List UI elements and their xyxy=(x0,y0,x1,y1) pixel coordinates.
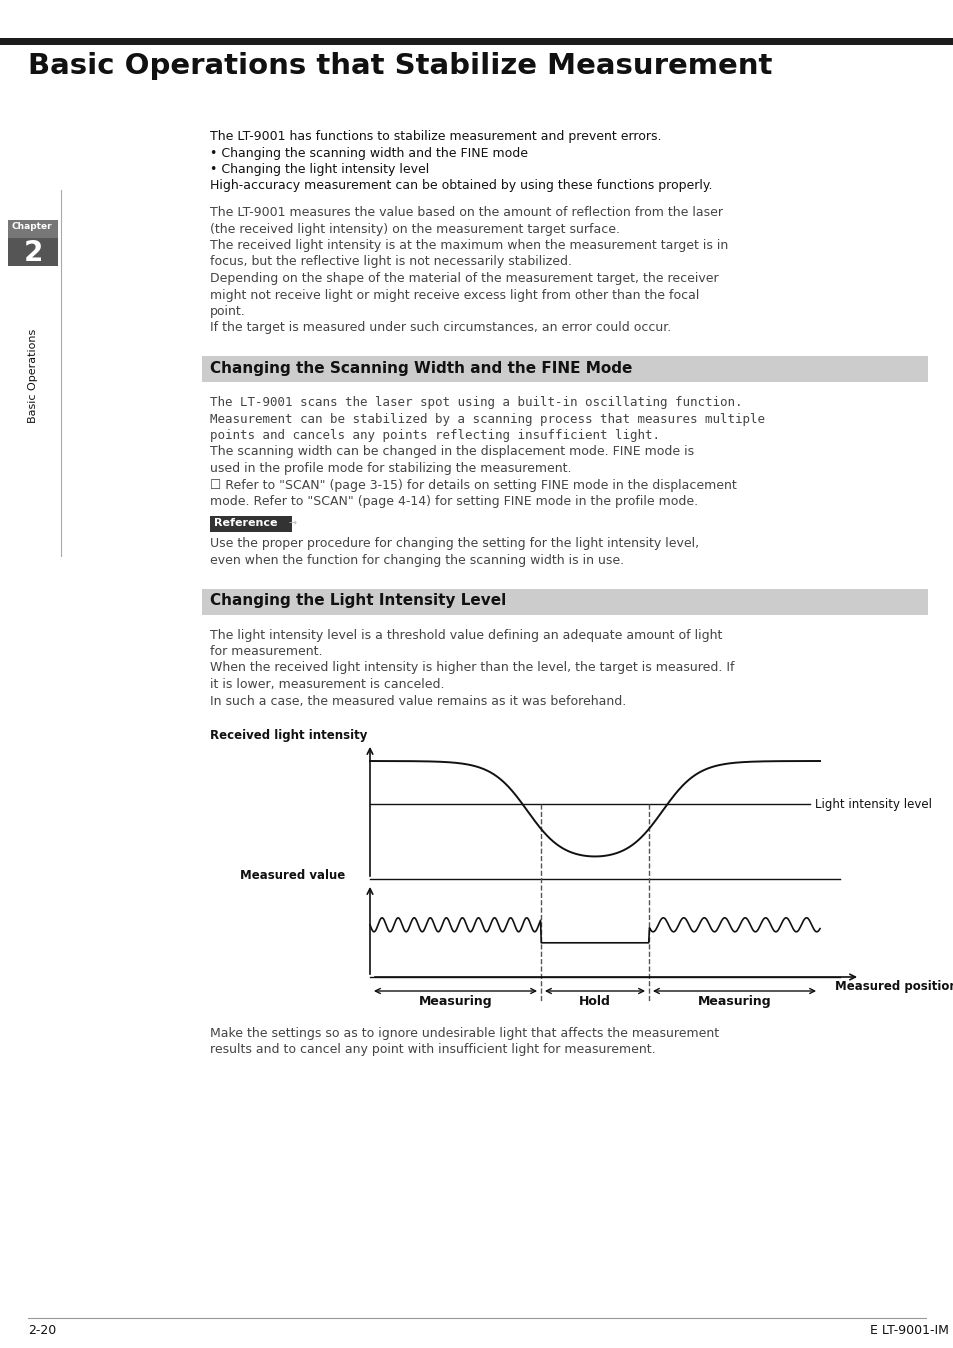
Text: results and to cancel any point with insufficient light for measurement.: results and to cancel any point with ins… xyxy=(210,1043,655,1057)
Text: • Changing the scanning width and the FINE mode: • Changing the scanning width and the FI… xyxy=(210,147,527,159)
Text: In such a case, the measured value remains as it was beforehand.: In such a case, the measured value remai… xyxy=(210,694,625,708)
Text: Hold: Hold xyxy=(578,995,610,1008)
Text: Measurement can be stabilized by a scanning process that measures multiple: Measurement can be stabilized by a scann… xyxy=(210,412,764,426)
Text: Measuring: Measuring xyxy=(418,995,492,1008)
Text: Basic Operations that Stabilize Measurement: Basic Operations that Stabilize Measurem… xyxy=(28,53,772,80)
Text: (the received light intensity) on the measurement target surface.: (the received light intensity) on the me… xyxy=(210,222,619,236)
Bar xyxy=(8,239,58,266)
Text: Changing the Scanning Width and the FINE Mode: Changing the Scanning Width and the FINE… xyxy=(210,361,632,376)
Text: The LT-9001 scans the laser spot using a built-in oscillating function.: The LT-9001 scans the laser spot using a… xyxy=(210,396,741,408)
Text: • Changing the light intensity level: • Changing the light intensity level xyxy=(210,163,429,177)
Text: used in the profile mode for stabilizing the measurement.: used in the profile mode for stabilizing… xyxy=(210,462,571,474)
Bar xyxy=(0,38,953,44)
Text: 2-20: 2-20 xyxy=(28,1324,56,1337)
Text: If the target is measured under such circumstances, an error could occur.: If the target is measured under such cir… xyxy=(210,322,671,334)
Text: Use the proper procedure for changing the setting for the light intensity level,: Use the proper procedure for changing th… xyxy=(210,538,699,550)
Text: The LT-9001 has functions to stabilize measurement and prevent errors.: The LT-9001 has functions to stabilize m… xyxy=(210,129,660,143)
Bar xyxy=(210,515,292,531)
Bar xyxy=(202,589,927,615)
Text: point.: point. xyxy=(210,305,246,318)
Text: High-accuracy measurement can be obtained by using these functions properly.: High-accuracy measurement can be obtaine… xyxy=(210,179,712,193)
Text: The received light intensity is at the maximum when the measurement target is in: The received light intensity is at the m… xyxy=(210,239,727,252)
Text: Depending on the shape of the material of the measurement target, the receiver: Depending on the shape of the material o… xyxy=(210,272,718,284)
Text: Basic Operations: Basic Operations xyxy=(28,329,38,423)
Text: ☐ Refer to "SCAN" (page 3-15) for details on setting FINE mode in the displaceme: ☐ Refer to "SCAN" (page 3-15) for detail… xyxy=(210,479,736,492)
Text: When the received light intensity is higher than the level, the target is measur: When the received light intensity is hig… xyxy=(210,662,734,674)
Text: The scanning width can be changed in the displacement mode. FINE mode is: The scanning width can be changed in the… xyxy=(210,445,694,458)
Text: E LT-9001-IM: E LT-9001-IM xyxy=(869,1324,948,1337)
Text: Make the settings so as to ignore undesirable light that affects the measurement: Make the settings so as to ignore undesi… xyxy=(210,1027,719,1041)
Text: it is lower, measurement is canceled.: it is lower, measurement is canceled. xyxy=(210,678,444,692)
Text: Measured position: Measured position xyxy=(834,980,953,993)
Text: Measuring: Measuring xyxy=(697,995,771,1008)
Bar xyxy=(8,220,58,239)
Text: for measurement.: for measurement. xyxy=(210,644,322,658)
Text: Reference: Reference xyxy=(213,519,277,528)
Text: even when the function for changing the scanning width is in use.: even when the function for changing the … xyxy=(210,554,623,568)
Text: Measured value: Measured value xyxy=(240,869,345,882)
Text: →: → xyxy=(289,519,296,528)
Text: points and cancels any points reflecting insufficient light.: points and cancels any points reflecting… xyxy=(210,429,659,442)
Text: Changing the Light Intensity Level: Changing the Light Intensity Level xyxy=(210,593,506,608)
Text: Light intensity level: Light intensity level xyxy=(814,798,931,811)
Bar xyxy=(202,356,927,381)
Text: Chapter: Chapter xyxy=(12,222,52,231)
Text: The LT-9001 measures the value based on the amount of reflection from the laser: The LT-9001 measures the value based on … xyxy=(210,206,722,218)
Text: 2: 2 xyxy=(23,239,43,267)
Text: Received light intensity: Received light intensity xyxy=(210,729,367,741)
Text: mode. Refer to "SCAN" (page 4-14) for setting FINE mode in the profile mode.: mode. Refer to "SCAN" (page 4-14) for se… xyxy=(210,495,698,508)
Text: focus, but the reflective light is not necessarily stabilized.: focus, but the reflective light is not n… xyxy=(210,256,572,268)
Text: The light intensity level is a threshold value defining an adequate amount of li: The light intensity level is a threshold… xyxy=(210,628,721,642)
Text: might not receive light or might receive excess light from other than the focal: might not receive light or might receive… xyxy=(210,288,699,302)
